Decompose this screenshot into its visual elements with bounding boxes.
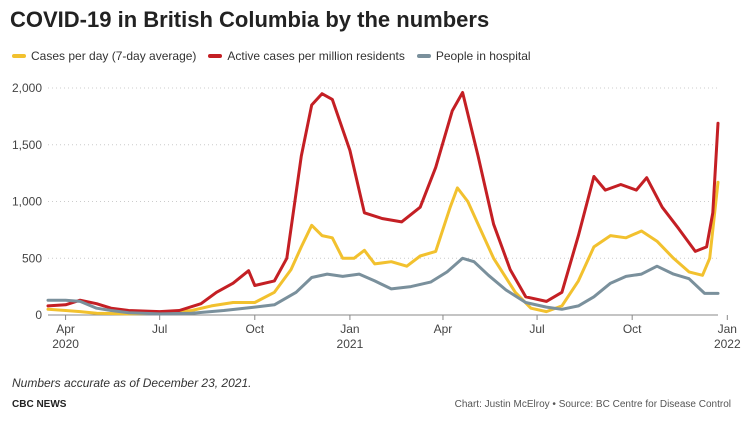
series-line-active-cases-per-million-residents (46, 91, 720, 314)
legend-label: Active cases per million residents (227, 49, 405, 63)
x-tick-year-label: 2021 (337, 337, 364, 351)
y-tick-label: 500 (22, 251, 42, 265)
source-credit: Chart: Justin McElroy • Source: BC Centr… (454, 399, 731, 410)
x-tick-label: Jan (340, 322, 359, 336)
x-tick-label: Jan (718, 322, 737, 336)
legend-item-people-in-hospital: People in hospital (416, 49, 531, 63)
x-tick-label: Apr (56, 322, 75, 336)
legend-item-active-cases-per-million-residents: Active cases per million residents (208, 49, 405, 63)
legend-item-cases-per-day-7-day-average: Cases per day (7-day average) (12, 49, 196, 63)
x-tick-label: Jul (529, 322, 544, 336)
legend-swatch (12, 54, 26, 58)
y-tick-label: 1,500 (12, 138, 42, 152)
x-tick-year-label: 2020 (52, 337, 79, 351)
y-tick-label: 0 (35, 308, 42, 322)
x-tick-year-label: 2022 (714, 337, 741, 351)
y-tick-label: 2,000 (12, 81, 42, 95)
legend-swatch (416, 54, 431, 58)
series-line-people-in-hospital (46, 256, 720, 316)
x-tick-label: Jul (152, 322, 167, 336)
series-line-cases-per-day-7-day-average (46, 180, 720, 316)
legend-swatch (208, 54, 223, 58)
y-tick-label: 1,000 (12, 195, 42, 209)
x-tick-label: Apr (434, 322, 453, 336)
x-tick-label: Oct (623, 322, 642, 336)
x-tick-label: Oct (245, 322, 264, 336)
chart-title: COVID-19 in British Columbia by the numb… (10, 7, 490, 32)
legend-label: People in hospital (435, 49, 531, 63)
series-lines (46, 91, 720, 316)
legend-label: Cases per day (7-day average) (31, 49, 197, 63)
brand-label: CBC NEWS (12, 399, 67, 410)
accuracy-note: Numbers accurate as of December 23, 2021… (12, 376, 252, 390)
chart-legend: Cases per day (7-day average) Active case… (12, 48, 543, 64)
